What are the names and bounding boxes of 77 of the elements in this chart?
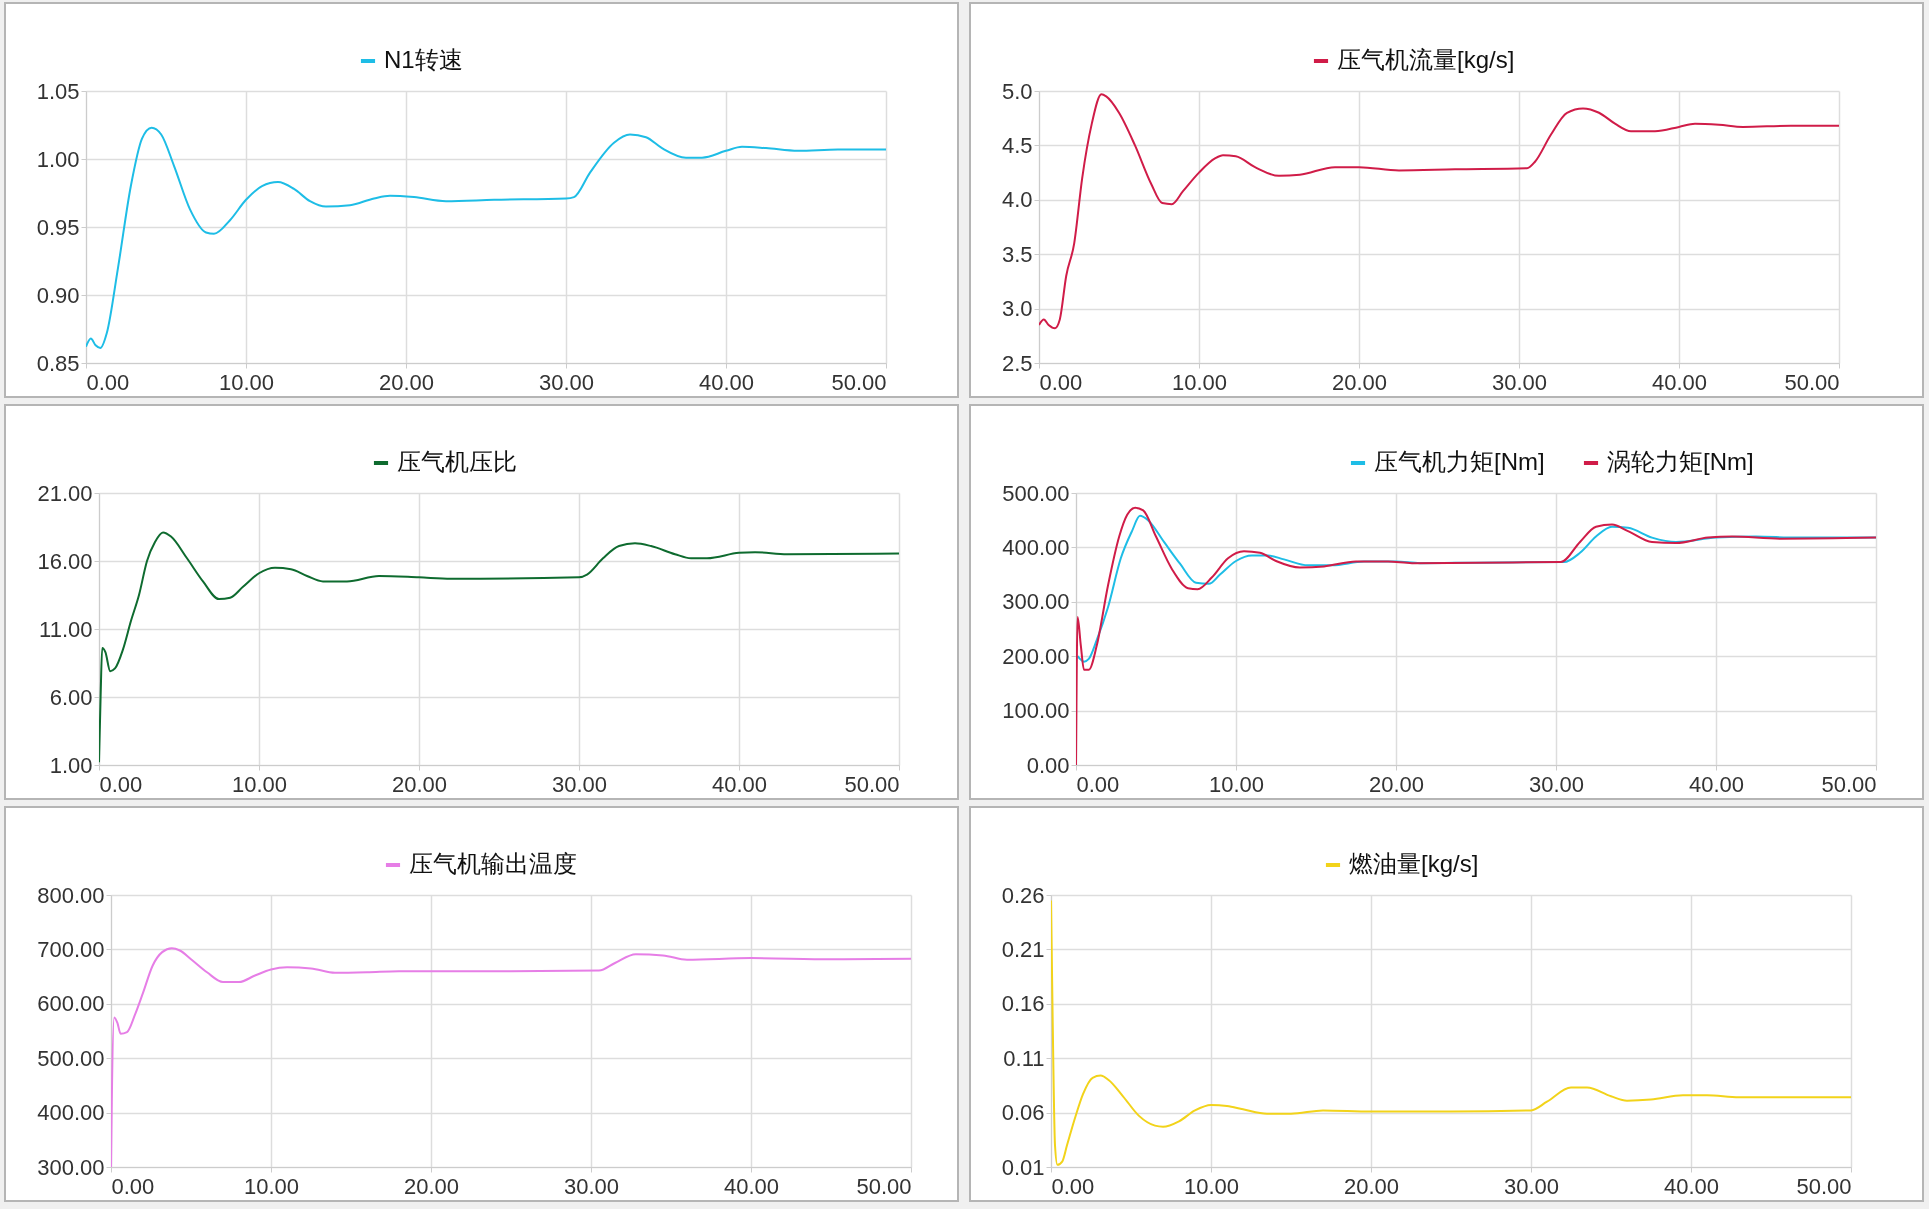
- y-tick-label: 400.00: [1002, 534, 1070, 560]
- y-tick-label: 300.00: [1002, 589, 1070, 615]
- y-tick-label: 100.00: [1002, 698, 1070, 724]
- x-tick-label: 50.00: [831, 369, 887, 395]
- y-tick-label: 6.00: [49, 684, 93, 710]
- x-tick-label: 10.00: [1183, 1173, 1240, 1199]
- legend-label: 压气机流量[kg/s]: [1337, 46, 1515, 73]
- y-tick-label: 0.21: [1001, 936, 1045, 962]
- x-tick-label: 0.00: [99, 771, 143, 797]
- x-tick-label: 20.00: [1331, 369, 1388, 395]
- x-tick-label: 30.00: [538, 369, 595, 395]
- y-tick-label: 1.00: [49, 752, 93, 778]
- x-tick-label: 40.00: [711, 771, 768, 797]
- legend-label: 燃油量[kg/s]: [1349, 850, 1479, 877]
- x-tick-label: 20.00: [1368, 771, 1425, 797]
- x-tick-label: 40.00: [1663, 1173, 1720, 1199]
- y-tick-label: 500.00: [37, 1045, 105, 1071]
- x-tick-label: 0.00: [1076, 771, 1120, 797]
- x-tick-label: 0.00: [86, 369, 130, 395]
- y-tick-label: 1.05: [36, 78, 80, 104]
- y-tick-label: 0.26: [1001, 882, 1045, 908]
- y-tick-label: 1.00: [36, 146, 80, 172]
- legend-label: 压气机输出温度: [409, 850, 577, 877]
- y-tick-label: 4.0: [1001, 187, 1033, 213]
- x-tick-label: 40.00: [1651, 369, 1708, 395]
- y-tick-label: 200.00: [1002, 643, 1070, 669]
- legend-label: 涡轮力矩[Nm]: [1607, 448, 1754, 475]
- y-tick-label: 3.5: [1001, 241, 1033, 267]
- y-tick-label: 0.85: [36, 350, 80, 376]
- y-tick-label: 0.06: [1001, 1100, 1045, 1126]
- x-tick-label: 20.00: [403, 1173, 460, 1199]
- y-tick-label: 0.90: [36, 282, 80, 308]
- x-tick-label: 0.00: [111, 1173, 155, 1199]
- x-tick-label: 50.00: [844, 771, 900, 797]
- x-tick-label: 0.00: [1051, 1173, 1095, 1199]
- x-tick-label: 40.00: [698, 369, 755, 395]
- x-tick-label: 50.00: [1821, 771, 1877, 797]
- legend-label: 压气机压比: [397, 448, 517, 475]
- x-tick-label: 40.00: [1688, 771, 1745, 797]
- y-tick-label: 500.00: [1002, 480, 1070, 506]
- x-tick-label: 30.00: [1528, 771, 1585, 797]
- legend-label: 压气机力矩[Nm]: [1374, 448, 1545, 475]
- y-tick-label: 0.01: [1001, 1154, 1045, 1180]
- x-tick-label: 20.00: [378, 369, 435, 395]
- y-tick-label: 300.00: [37, 1154, 105, 1180]
- y-tick-label: 11.00: [39, 616, 93, 642]
- x-tick-label: 30.00: [1503, 1173, 1560, 1199]
- y-tick-label: 400.00: [37, 1100, 105, 1126]
- x-tick-label: 40.00: [723, 1173, 780, 1199]
- y-tick-label: 21.00: [37, 480, 93, 506]
- y-tick-label: 16.00: [37, 548, 93, 574]
- y-tick-label: 0.95: [36, 214, 80, 240]
- y-tick-label: 0.00: [1026, 752, 1070, 778]
- x-tick-label: 10.00: [218, 369, 275, 395]
- x-tick-label: 50.00: [856, 1173, 912, 1199]
- x-tick-label: 20.00: [1343, 1173, 1400, 1199]
- x-tick-label: 10.00: [243, 1173, 300, 1199]
- x-tick-label: 20.00: [391, 771, 448, 797]
- x-tick-label: 30.00: [551, 771, 608, 797]
- x-tick-label: 50.00: [1784, 369, 1840, 395]
- y-tick-label: 600.00: [37, 991, 105, 1017]
- y-tick-label: 700.00: [37, 936, 105, 962]
- line-series: [86, 126, 886, 350]
- x-tick-label: 10.00: [1208, 771, 1265, 797]
- y-tick-label: 800.00: [37, 882, 105, 908]
- x-tick-label: 30.00: [1491, 369, 1548, 395]
- y-tick-label: 5.0: [1001, 78, 1033, 104]
- y-tick-label: 0.11: [1003, 1045, 1045, 1071]
- legend-label: N1转速: [384, 46, 463, 73]
- y-tick-label: 4.5: [1001, 132, 1033, 158]
- x-tick-label: 50.00: [1796, 1173, 1852, 1199]
- y-tick-label: 0.16: [1001, 991, 1045, 1017]
- x-tick-label: 10.00: [1171, 369, 1228, 395]
- x-tick-label: 30.00: [563, 1173, 620, 1199]
- x-tick-label: 10.00: [231, 771, 288, 797]
- y-tick-label: 2.5: [1001, 350, 1033, 376]
- y-tick-label: 3.0: [1001, 296, 1033, 322]
